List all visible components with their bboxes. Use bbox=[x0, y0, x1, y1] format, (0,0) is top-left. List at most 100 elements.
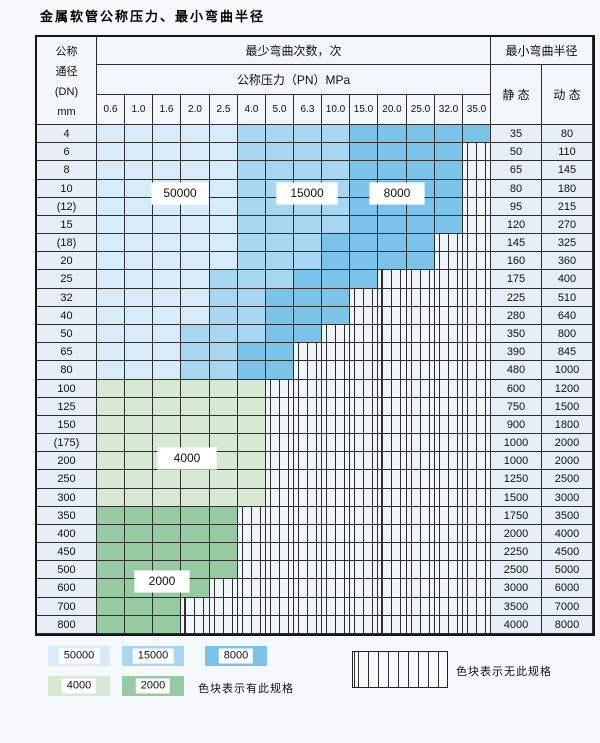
row-dn-40: 40 bbox=[37, 307, 97, 325]
cell-dn(12)-pn0.6 bbox=[97, 198, 125, 216]
cell-dn100-pn1.0 bbox=[125, 380, 153, 398]
cell-dn40-pn1.0 bbox=[125, 307, 153, 325]
cell-dn125-pn6.3 bbox=[294, 398, 322, 416]
dynamic-radius-dn700: 7000 bbox=[542, 598, 593, 616]
cell-dn(18)-pn10.0 bbox=[322, 234, 350, 252]
cell-dn4-pn1.6 bbox=[153, 125, 181, 143]
cell-dn6-pn32.0 bbox=[435, 143, 463, 161]
dynamic-radius-dn40: 640 bbox=[542, 307, 593, 325]
cell-dn800-pn5.0 bbox=[266, 616, 294, 634]
cell-dn32-pn2.0 bbox=[181, 289, 210, 307]
cell-dn40-pn10.0 bbox=[322, 307, 350, 325]
cell-dn400-pn2.0 bbox=[181, 525, 210, 543]
header-dn-line: mm bbox=[57, 106, 76, 118]
cell-dn20-pn0.6 bbox=[97, 252, 125, 270]
cell-dn32-pn4.0 bbox=[238, 289, 266, 307]
cycle-label-8000: 8000 bbox=[370, 183, 424, 204]
cell-dn65-pn6.3 bbox=[294, 343, 322, 361]
cell-dn600-pn15.0 bbox=[350, 579, 378, 598]
cell-dn40-pn35.0 bbox=[463, 307, 491, 325]
row-dn-20: 20 bbox=[37, 252, 97, 270]
cell-dn300-pn5.0 bbox=[266, 489, 294, 507]
cell-dn800-pn2.5 bbox=[210, 616, 238, 634]
cell-dn300-pn0.6 bbox=[97, 489, 125, 507]
cell-dn20-pn5.0 bbox=[266, 252, 294, 270]
cell-dn20-pn4.0 bbox=[238, 252, 266, 270]
cell-dn700-pn1.6 bbox=[153, 598, 181, 616]
cell-dn450-pn0.6 bbox=[97, 543, 125, 561]
cell-dn(18)-pn2.5 bbox=[210, 234, 238, 252]
cell-dn200-pn35.0 bbox=[463, 452, 491, 470]
cell-dn400-pn1.6 bbox=[153, 525, 181, 543]
cell-dn20-pn10.0 bbox=[322, 252, 350, 270]
cell-dn4-pn1.0 bbox=[125, 125, 153, 143]
legend-label-2000: 2000 bbox=[135, 678, 171, 694]
dynamic-radius-dn(18): 325 bbox=[542, 234, 593, 252]
static-radius-dn15: 120 bbox=[491, 216, 542, 234]
cell-dn6-pn0.6 bbox=[97, 143, 125, 161]
row-dn-700: 700 bbox=[37, 598, 97, 616]
dynamic-radius-dn300: 3000 bbox=[542, 489, 593, 507]
legend-no-spec-swatch bbox=[352, 651, 448, 688]
dynamic-radius-dn50: 800 bbox=[542, 325, 593, 343]
cell-dn20-pn25.0 bbox=[407, 252, 435, 270]
cell-dn125-pn25.0 bbox=[407, 398, 435, 416]
cell-dn450-pn4.0 bbox=[238, 543, 266, 561]
header-pressure-35.0: 35.0 bbox=[463, 95, 491, 125]
cell-dn100-pn10.0 bbox=[322, 380, 350, 398]
cell-dn800-pn1.0 bbox=[125, 616, 153, 634]
cell-dn32-pn1.0 bbox=[125, 289, 153, 307]
cell-dn150-pn32.0 bbox=[435, 416, 463, 434]
cell-dn350-pn5.0 bbox=[266, 507, 294, 525]
cell-dn450-pn1.6 bbox=[153, 543, 181, 561]
cell-dn700-pn32.0 bbox=[435, 598, 463, 616]
cell-dn200-pn32.0 bbox=[435, 452, 463, 470]
cell-dn25-pn15.0 bbox=[350, 270, 378, 289]
cell-dn300-pn15.0 bbox=[350, 489, 378, 507]
static-radius-dn150: 900 bbox=[491, 416, 542, 434]
cell-dn800-pn6.3 bbox=[294, 616, 322, 634]
cell-dn150-pn2.5 bbox=[210, 416, 238, 434]
static-radius-dn6: 50 bbox=[491, 143, 542, 161]
dynamic-radius-dn450: 4500 bbox=[542, 543, 593, 561]
cell-dn350-pn15.0 bbox=[350, 507, 378, 525]
cell-dn50-pn32.0 bbox=[435, 325, 463, 343]
header-nominal-pressure: 公称压力（PN）MPa bbox=[97, 65, 491, 95]
cell-dn200-pn0.6 bbox=[97, 452, 125, 470]
cell-dn(18)-pn1.6 bbox=[153, 234, 181, 252]
row-dn-(18): (18) bbox=[37, 234, 97, 252]
cell-dn100-pn6.3 bbox=[294, 380, 322, 398]
cell-dn700-pn35.0 bbox=[463, 598, 491, 616]
static-radius-dn4: 35 bbox=[491, 125, 542, 143]
row-dn-(175): (175) bbox=[37, 434, 97, 452]
cell-dn32-pn6.3 bbox=[294, 289, 322, 307]
cell-dn800-pn15.0 bbox=[350, 616, 378, 634]
cell-dn4-pn35.0 bbox=[463, 125, 491, 143]
cell-dn600-pn0.6 bbox=[97, 579, 125, 598]
static-radius-dn450: 2250 bbox=[491, 543, 542, 561]
cell-dn65-pn35.0 bbox=[463, 343, 491, 361]
dynamic-radius-dn500: 5000 bbox=[542, 561, 593, 579]
row-dn-400: 400 bbox=[37, 525, 97, 543]
cell-dn10-pn0.6 bbox=[97, 180, 125, 198]
cell-dn65-pn1.0 bbox=[125, 343, 153, 361]
cell-dn150-pn6.3 bbox=[294, 416, 322, 434]
header-pressure-5.0: 5.0 bbox=[266, 95, 294, 125]
cell-dn500-pn6.3 bbox=[294, 561, 322, 579]
cell-dn(18)-pn4.0 bbox=[238, 234, 266, 252]
cell-dn(12)-pn2.5 bbox=[210, 198, 238, 216]
cell-dn(18)-pn0.6 bbox=[97, 234, 125, 252]
cell-dn300-pn35.0 bbox=[463, 489, 491, 507]
cell-dn15-pn25.0 bbox=[407, 216, 435, 234]
cell-dn50-pn1.0 bbox=[125, 325, 153, 343]
cell-dn125-pn5.0 bbox=[266, 398, 294, 416]
cell-dn50-pn0.6 bbox=[97, 325, 125, 343]
cell-dn40-pn6.3 bbox=[294, 307, 322, 325]
cell-dn32-pn32.0 bbox=[435, 289, 463, 307]
cell-dn6-pn4.0 bbox=[238, 143, 266, 161]
cell-dn(12)-pn1.0 bbox=[125, 198, 153, 216]
row-dn-250: 250 bbox=[37, 470, 97, 489]
cell-dn40-pn15.0 bbox=[350, 307, 378, 325]
cell-dn100-pn25.0 bbox=[407, 380, 435, 398]
cell-dn300-pn4.0 bbox=[238, 489, 266, 507]
